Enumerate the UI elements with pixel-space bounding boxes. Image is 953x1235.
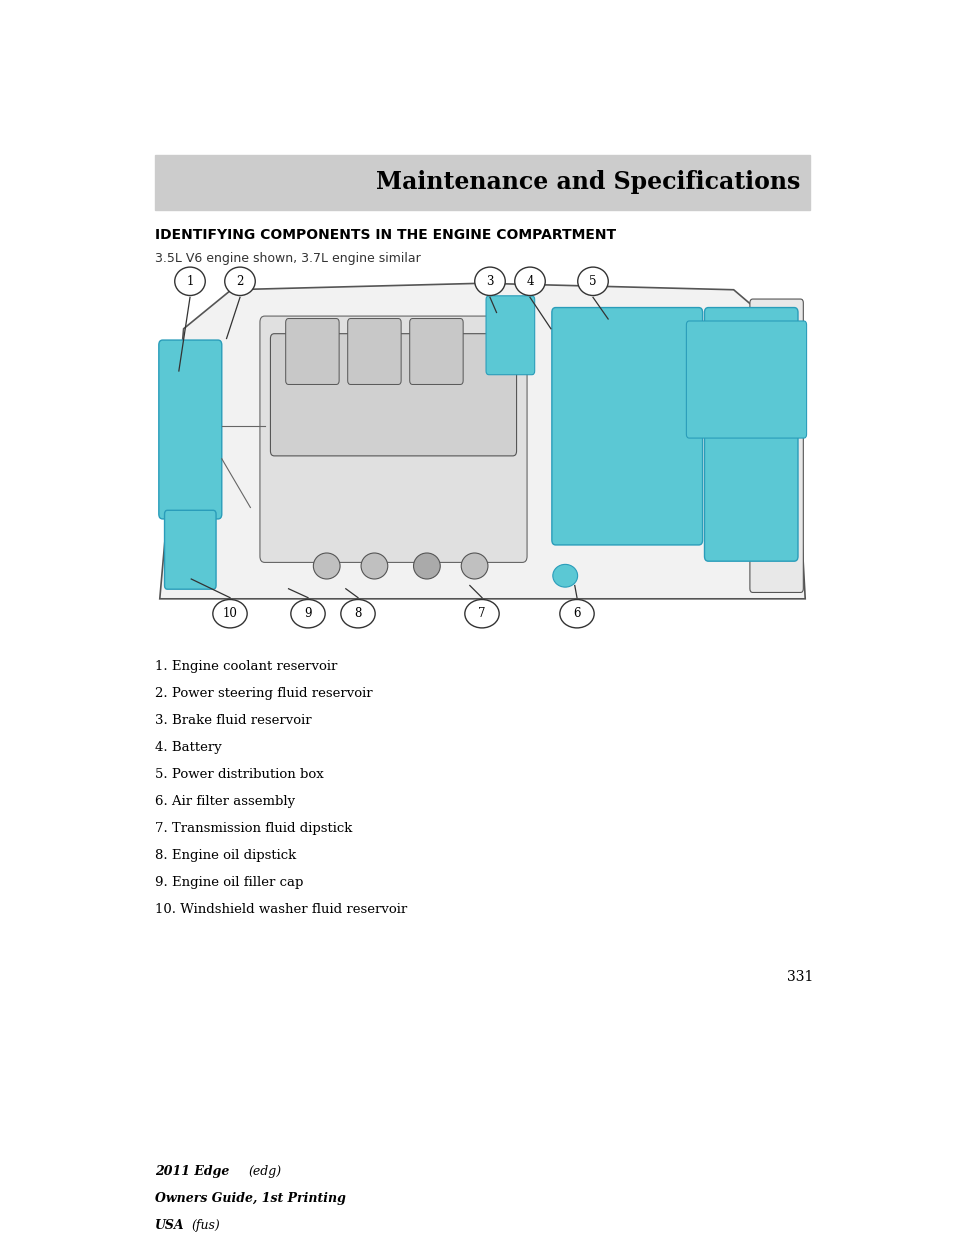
Text: 3. Brake fluid reservoir: 3. Brake fluid reservoir: [154, 714, 312, 727]
FancyBboxPatch shape: [551, 308, 701, 545]
Text: Maintenance and Specifications: Maintenance and Specifications: [375, 170, 800, 194]
Text: 10: 10: [222, 608, 237, 620]
Text: 331: 331: [786, 969, 812, 984]
FancyBboxPatch shape: [749, 299, 802, 593]
Ellipse shape: [225, 267, 255, 295]
Text: 5: 5: [589, 275, 597, 288]
Text: 6. Air filter assembly: 6. Air filter assembly: [154, 795, 294, 808]
FancyBboxPatch shape: [485, 296, 534, 374]
FancyBboxPatch shape: [347, 319, 400, 384]
Ellipse shape: [515, 267, 545, 295]
Bar: [154, 280, 809, 605]
Bar: [154, 156, 809, 210]
Ellipse shape: [291, 599, 325, 627]
Ellipse shape: [460, 553, 487, 579]
Text: 2: 2: [236, 275, 243, 288]
Text: 3: 3: [486, 275, 494, 288]
FancyBboxPatch shape: [164, 510, 215, 589]
Text: 7: 7: [477, 608, 485, 620]
Polygon shape: [159, 283, 804, 599]
Text: 8: 8: [354, 608, 361, 620]
Ellipse shape: [475, 267, 505, 295]
Text: (fus): (fus): [191, 1219, 220, 1233]
FancyBboxPatch shape: [685, 321, 805, 438]
Text: Owners Guide, 1st Printing: Owners Guide, 1st Printing: [154, 1192, 346, 1205]
FancyBboxPatch shape: [270, 333, 516, 456]
Text: 5. Power distribution box: 5. Power distribution box: [154, 768, 323, 781]
Text: IDENTIFYING COMPONENTS IN THE ENGINE COMPARTMENT: IDENTIFYING COMPONENTS IN THE ENGINE COM…: [154, 228, 616, 242]
Ellipse shape: [213, 599, 247, 627]
Text: 9: 9: [304, 608, 312, 620]
FancyBboxPatch shape: [158, 340, 221, 519]
Ellipse shape: [552, 564, 577, 587]
Text: 4. Battery: 4. Battery: [154, 741, 221, 755]
Ellipse shape: [413, 553, 439, 579]
Text: 1: 1: [186, 275, 193, 288]
Ellipse shape: [559, 599, 594, 627]
Ellipse shape: [313, 553, 339, 579]
FancyBboxPatch shape: [703, 308, 797, 561]
Ellipse shape: [578, 267, 608, 295]
Text: 8. Engine oil dipstick: 8. Engine oil dipstick: [154, 848, 296, 862]
Text: 2. Power steering fluid reservoir: 2. Power steering fluid reservoir: [154, 687, 373, 700]
FancyBboxPatch shape: [259, 316, 526, 562]
Text: 4: 4: [526, 275, 533, 288]
Ellipse shape: [464, 599, 498, 627]
Text: 10. Windshield washer fluid reservoir: 10. Windshield washer fluid reservoir: [154, 903, 407, 916]
Text: (edg): (edg): [248, 1165, 281, 1178]
Text: 6: 6: [573, 608, 580, 620]
Ellipse shape: [360, 553, 387, 579]
Text: 7. Transmission fluid dipstick: 7. Transmission fluid dipstick: [154, 823, 352, 835]
Text: 3.5L V6 engine shown, 3.7L engine similar: 3.5L V6 engine shown, 3.7L engine simila…: [154, 252, 420, 266]
FancyBboxPatch shape: [409, 319, 462, 384]
Text: USA: USA: [154, 1219, 185, 1233]
Ellipse shape: [340, 599, 375, 627]
Text: 2011 Edge: 2011 Edge: [154, 1165, 229, 1178]
Text: 9. Engine oil filler cap: 9. Engine oil filler cap: [154, 876, 303, 889]
Text: 1. Engine coolant reservoir: 1. Engine coolant reservoir: [154, 659, 337, 673]
FancyBboxPatch shape: [285, 319, 338, 384]
Ellipse shape: [174, 267, 205, 295]
